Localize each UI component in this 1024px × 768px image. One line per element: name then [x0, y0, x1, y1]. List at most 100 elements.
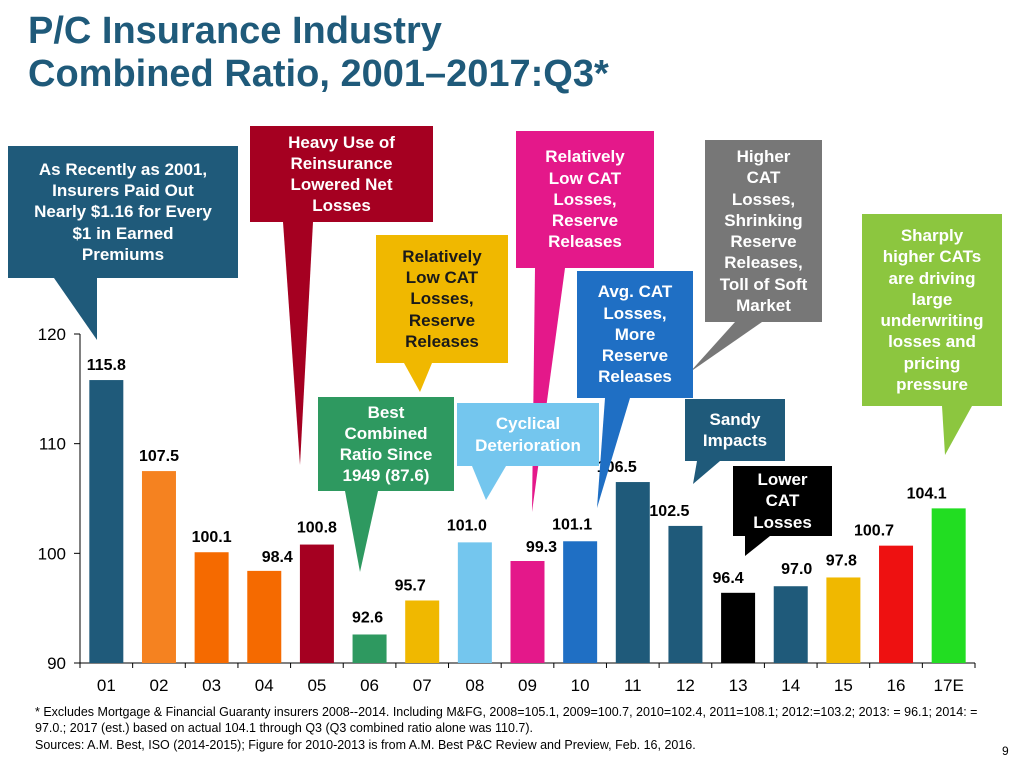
page-number: 9 — [1002, 744, 1009, 758]
x-tick-label: 09 — [518, 676, 537, 695]
bar — [299, 544, 334, 663]
callout-line: Low CAT — [405, 268, 479, 288]
x-tick-label: 05 — [307, 676, 326, 695]
x-tick-label: 03 — [202, 676, 221, 695]
bar-value-label: 97.8 — [826, 552, 857, 569]
bar — [352, 634, 387, 663]
y-tick-label: 110 — [39, 435, 66, 454]
bar-value-label: 92.6 — [352, 609, 383, 626]
x-tick-label: 16 — [887, 676, 906, 695]
callout-low-cat-2009: Relatively Low CAT Losses, Reserve Releases — [516, 131, 654, 268]
callout-line: underwriting — [880, 311, 984, 330]
callout-avg-cat: Avg. CAT Losses, More Reserve Releases — [577, 271, 693, 398]
callout-line: Losses, — [553, 189, 617, 209]
x-tick-label: 02 — [150, 676, 169, 695]
callout-best-combined: Best Combined Ratio Since 1949 (87.6) — [318, 397, 454, 491]
callout-line: Sandy — [709, 409, 761, 429]
x-tick-label: 10 — [571, 676, 590, 695]
x-tick-label: 14 — [781, 676, 800, 695]
callout-line: Market — [736, 295, 791, 315]
callout-line: Low CAT — [548, 168, 622, 188]
footnote: * Excludes Mortgage & Financial Guaranty… — [35, 705, 978, 736]
bar — [773, 586, 808, 663]
callout-line: Losses, — [603, 303, 667, 323]
callout-sandy: Sandy Impacts — [685, 399, 785, 461]
callout-lower-cat: Lower CAT Losses — [733, 466, 832, 536]
bar — [141, 471, 176, 663]
callout-line: Reserve — [408, 310, 476, 330]
callout-sharply-higher-pointer — [942, 406, 972, 455]
callout-line: CAT — [765, 491, 800, 511]
callout-line: large — [911, 289, 953, 309]
title-line-1: P/C Insurance Industry — [28, 10, 442, 52]
bar-value-label: 95.7 — [395, 577, 426, 594]
x-tick-label: 12 — [676, 676, 695, 695]
bar-value-label: 104.1 — [907, 485, 947, 502]
bar — [563, 541, 598, 663]
bar — [457, 542, 492, 663]
callout-line: Ratio Since — [339, 445, 433, 464]
callout-line: Shrinking — [724, 210, 803, 230]
callout-line: pricing — [903, 353, 961, 373]
callout-line: Reinsurance — [290, 153, 393, 173]
callout-line: Combined — [344, 423, 428, 443]
callout-line: 1949 (87.6) — [342, 466, 430, 486]
page-title: P/C Insurance Industry Combined Ratio, 2… — [28, 10, 609, 95]
bar-value-label: 96.4 — [713, 570, 744, 587]
bar — [721, 592, 756, 663]
bar — [89, 380, 124, 663]
callout-line: higher CATs — [882, 247, 982, 267]
bar-value-label: 101.1 — [552, 516, 592, 533]
callout-line: Impacts — [702, 431, 768, 450]
callout-line: Deterioration — [475, 435, 581, 455]
x-tick-label: 04 — [255, 676, 274, 695]
x-tick-label: 13 — [729, 676, 748, 695]
callout-reinsurance-pointer — [283, 222, 313, 465]
bar — [615, 482, 650, 663]
callout-line: Releases — [405, 331, 479, 351]
y-tick-label: 90 — [47, 654, 66, 673]
callout-line: Nearly $1.16 for Every — [34, 202, 212, 222]
callout-low-cat-2006: Relatively Low CAT Losses, Reserve Releases — [376, 235, 508, 363]
bar-value-label: 97.0 — [781, 561, 812, 578]
callout-line: $1 in Earned — [72, 223, 174, 243]
callout-line: Lowered Net — [290, 175, 393, 194]
callout-sandy-pointer — [693, 461, 720, 484]
callout-line: Reserve — [601, 346, 669, 366]
callout-higher-cat: Higher CAT Losses, Shrinking Reserve Releases… — [705, 140, 822, 322]
sources-note: Sources: A.M. Best, ISO (2014-2015); Fig… — [35, 738, 696, 752]
callout-low-cat-2009-pointer — [532, 268, 565, 512]
x-tick-label: 08 — [465, 676, 484, 695]
callout-best-combined-pointer — [345, 491, 378, 572]
bar-value-label: 100.8 — [297, 520, 337, 537]
x-tick-label: 01 — [97, 676, 116, 695]
callout-reinsurance: Heavy Use of Reinsurance Lowered Net Losses — [250, 126, 433, 222]
callout-line: More — [614, 324, 656, 344]
y-tick-label: 100 — [38, 544, 66, 563]
callout-line: losses and — [888, 332, 976, 352]
x-tick-label: 17E — [934, 676, 964, 695]
callout-sharply-higher: Sharply higher CATs are driving large underw… — [862, 214, 1002, 406]
callout-line: Releases — [598, 367, 672, 387]
bar-value-label: 115.8 — [87, 357, 126, 374]
bar-value-label: 101.0 — [447, 517, 487, 534]
callout-line: Losses — [312, 196, 371, 216]
callout-line: As Recently as 2001, — [38, 159, 208, 179]
callout-line: Relatively — [545, 147, 625, 167]
callout-2001-pointer — [54, 278, 97, 340]
callout-line: Reserve — [730, 232, 797, 251]
callout-line: Insurers Paid Out — [52, 181, 194, 201]
bar — [405, 600, 440, 663]
callout-line: pressure — [896, 374, 968, 394]
callout-line: Losses, — [410, 289, 474, 309]
bar — [247, 570, 282, 663]
x-tick-label: 07 — [413, 676, 432, 695]
bar-value-label: 98.4 — [262, 549, 293, 566]
callout-line: Higher — [736, 147, 791, 166]
callout-line: Cyclical — [495, 414, 561, 434]
callout-line: Relatively — [402, 246, 482, 266]
bar — [826, 577, 861, 663]
callout-line: Avg. CAT — [597, 282, 673, 302]
bar — [668, 525, 703, 663]
callout-higher-cat-pointer — [690, 322, 762, 372]
